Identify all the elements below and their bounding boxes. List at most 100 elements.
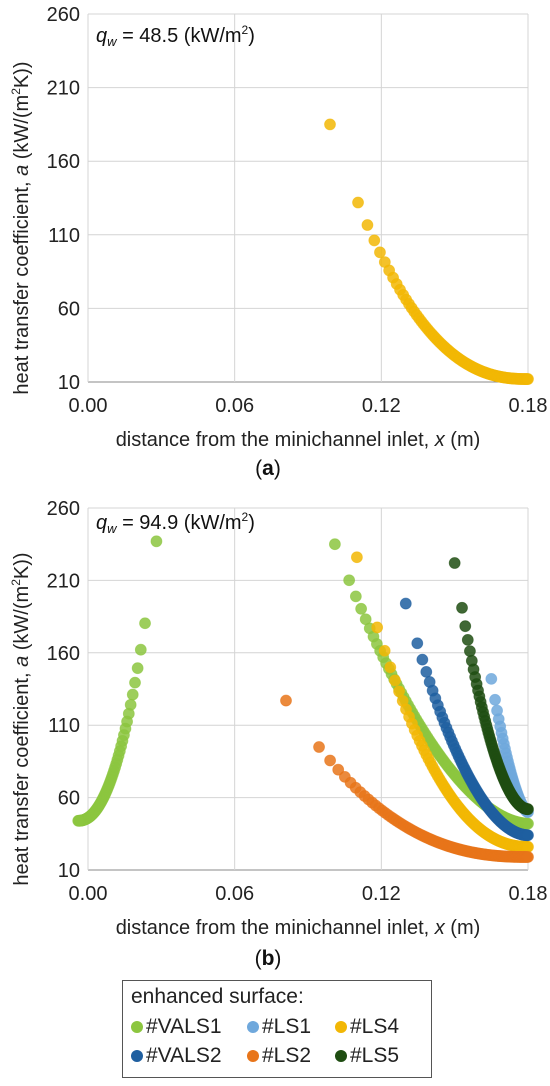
- data-point: [328, 538, 341, 551]
- y-axis-label: heat transfer coefficient, a (kW/(m2K)): [9, 552, 33, 885]
- x-tick-label: 0.12: [362, 883, 401, 905]
- y-tick-label: 60: [58, 298, 80, 320]
- annotation-subscript: w: [107, 521, 118, 536]
- data-point: [448, 557, 461, 569]
- y-tick-label: 60: [58, 788, 80, 810]
- data-point: [459, 620, 472, 633]
- legend-marker-vals1: [131, 1021, 143, 1033]
- legend-item-ls1: #LS1: [247, 1015, 311, 1039]
- panel-label-open: (: [255, 947, 262, 970]
- x-axis-label-text: distance from the minichannel inlet,: [116, 429, 435, 451]
- x-tick-label: 0.18: [509, 883, 548, 905]
- y-tick-label: 210: [47, 570, 80, 592]
- data-point: [416, 653, 429, 666]
- series-ls4: [324, 118, 534, 385]
- data-point: [399, 597, 412, 610]
- x-axis-label: distance from the minichannel inlet, x (…: [116, 917, 481, 939]
- y-tick-label: 260: [47, 4, 80, 26]
- data-point: [522, 840, 534, 853]
- data-point: [389, 674, 401, 687]
- series-ls4: [350, 551, 534, 853]
- x-tick-label: 0.00: [69, 395, 108, 417]
- series-ls5: [448, 557, 534, 816]
- x-tick-label: 0.06: [215, 883, 254, 905]
- data-point: [456, 601, 468, 614]
- data-point: [280, 694, 292, 707]
- annotation-value: = 48.5 (kW/m: [117, 25, 242, 47]
- data-point: [352, 196, 364, 209]
- x-axis-label-variable: x: [434, 429, 446, 451]
- data-point: [129, 676, 141, 689]
- legend-label-ls4: #LS4: [350, 1015, 400, 1038]
- legend-item-vals1: #VALS1: [131, 1015, 222, 1039]
- data-point: [72, 814, 85, 827]
- chart-panel-b: 10 60 110 160 210 260 0.00 0.06 0.12 0.18 qw = 94.…: [9, 498, 547, 970]
- legend-label-vals1: #VALS1: [146, 1015, 222, 1038]
- x-tick-label: 0.18: [509, 395, 548, 417]
- legend-label-ls5: #LS5: [350, 1044, 400, 1067]
- annotation-symbol: q: [96, 512, 107, 534]
- y-axis-label-variable: a: [11, 165, 33, 176]
- y-tick-label: 110: [48, 715, 80, 737]
- data-point: [374, 246, 386, 259]
- legend-item-vals2: #VALS2: [131, 1044, 222, 1068]
- data-point: [485, 672, 498, 685]
- legend-box: enhanced surface: #VALS1 #LS1 #LS4 #VALS…: [122, 980, 432, 1078]
- data-point: [411, 637, 424, 650]
- data-point: [324, 118, 336, 131]
- y-axis-label-unit-close: K)): [11, 61, 33, 88]
- legend-marker-vals2: [131, 1050, 143, 1062]
- y-axis-label-text: heat transfer coefficient,: [11, 176, 33, 395]
- series-vals2: [399, 597, 534, 842]
- y-axis-label: heat transfer coefficient, a (kW/(m2K)): [9, 61, 33, 394]
- legend-marker-ls4: [335, 1021, 347, 1033]
- y-tick-label: 10: [58, 860, 80, 882]
- y-axis-label-variable: a: [11, 656, 33, 667]
- legend-item-ls5: #LS5: [335, 1044, 399, 1068]
- data-point: [313, 741, 325, 753]
- data-point: [134, 643, 147, 656]
- x-axis-label-unit: (m): [445, 429, 481, 451]
- legend-marker-ls5: [335, 1050, 347, 1062]
- data-point: [461, 633, 474, 646]
- x-axis-label-variable: x: [434, 917, 446, 939]
- data-point: [126, 688, 139, 701]
- series-ls2: [280, 694, 534, 863]
- legend-item-ls4: #LS4: [335, 1015, 399, 1039]
- data-point: [464, 645, 476, 658]
- chart-panel-a: 10 60 110 160 210 260 0.00 0.06 0.12 0.18 qw = 48.…: [9, 4, 547, 480]
- legend-title: enhanced surface:: [131, 985, 304, 1008]
- series-vals1: [72, 535, 163, 827]
- panel-label: (b): [255, 947, 282, 970]
- legend-item-ls2: #LS2: [247, 1044, 311, 1068]
- panel-label-open: (: [255, 457, 262, 480]
- annotation-close: ): [248, 512, 255, 534]
- data-point: [378, 644, 391, 657]
- x-tick-label: 0.00: [69, 883, 108, 905]
- y-tick-label: 260: [47, 498, 80, 520]
- x-tick-label: 0.12: [362, 395, 401, 417]
- legend-label-ls2: #LS2: [262, 1044, 312, 1067]
- data-point: [349, 590, 362, 603]
- panel-label-close: ): [274, 457, 281, 480]
- data-point: [522, 803, 534, 816]
- data-point: [324, 754, 337, 767]
- data-point: [361, 219, 374, 231]
- x-tick-label: 0.06: [215, 395, 254, 417]
- x-axis-label-text: distance from the minichannel inlet,: [116, 917, 435, 939]
- y-tick-label: 210: [47, 78, 80, 100]
- data-point: [355, 602, 368, 615]
- annotation-symbol: q: [96, 25, 107, 47]
- data-point: [350, 551, 363, 564]
- legend-label-ls1: #LS1: [262, 1015, 312, 1038]
- data-point: [522, 851, 534, 863]
- data-point: [522, 373, 534, 385]
- annotation-value: = 94.9 (kW/m: [117, 512, 242, 534]
- x-axis-label: distance from the minichannel inlet, x (…: [116, 429, 481, 451]
- y-tick-label: 160: [47, 151, 80, 173]
- data-point: [368, 234, 381, 247]
- data-point: [522, 829, 534, 842]
- annotation-superscript: 2: [242, 510, 249, 524]
- data-point: [371, 621, 384, 634]
- annotation-close: ): [248, 25, 255, 47]
